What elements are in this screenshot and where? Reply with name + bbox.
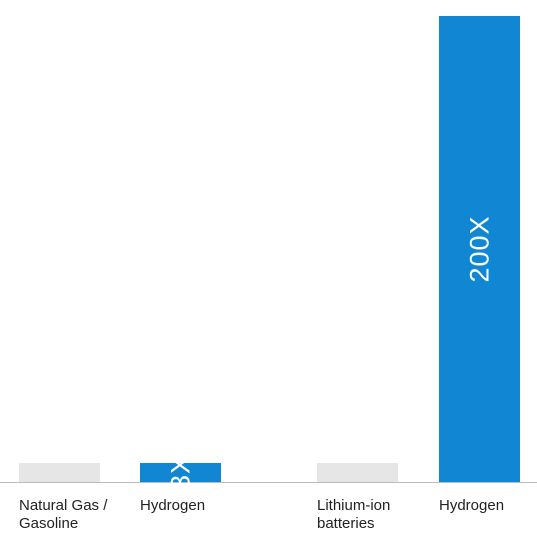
category-label-3: Lithium-ion batteries (317, 497, 390, 532)
category-label-line: Lithium-ion (317, 497, 390, 514)
bar-value-label-2: 3X (166, 455, 196, 490)
category-label-line: batteries (317, 515, 375, 532)
labels-group: Natural Gas / Gasoline 3X Hydrogen Lithium-i… (19, 215, 504, 532)
category-label-line: Gasoline (19, 515, 78, 532)
bar-value-label-4: 200X (465, 215, 495, 282)
bars-group (19, 16, 520, 482)
category-label-2: Hydrogen (140, 497, 205, 514)
bar-2 (140, 463, 221, 482)
bar-3 (317, 463, 398, 482)
bar-1 (19, 463, 100, 482)
category-label-1: Natural Gas / Gasoline (19, 497, 108, 532)
bar-4 (439, 16, 520, 482)
category-label-4: Hydrogen (439, 497, 504, 514)
category-label-line: Hydrogen (140, 497, 205, 514)
category-label-line: Natural Gas / (19, 497, 108, 514)
category-label-line: Hydrogen (439, 497, 504, 514)
